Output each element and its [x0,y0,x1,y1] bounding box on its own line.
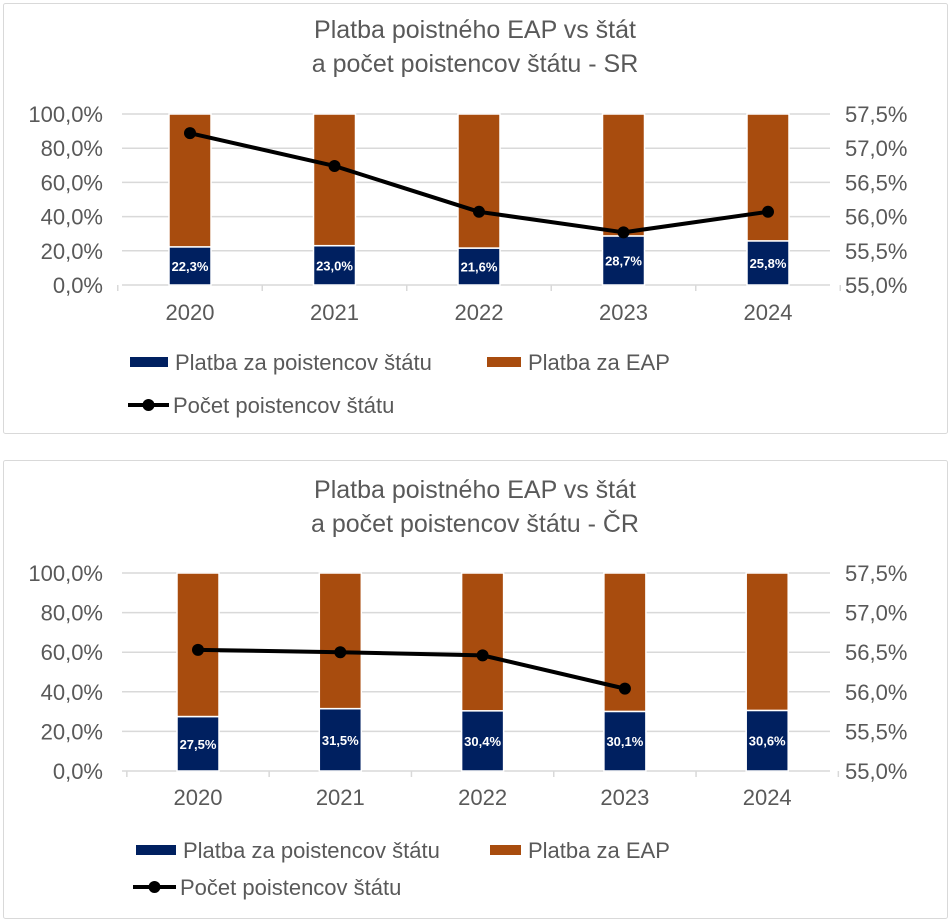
line-point [328,159,341,172]
legend-swatch-marker [142,399,155,411]
y2-axis-tick-label: 56,5% [845,170,907,195]
bar-data-label: 23,0% [316,258,353,273]
y2-axis-tick-label: 57,5% [845,102,907,127]
bar-data-label: 25,8% [750,256,787,271]
chart-title-line: a počet poistencov štátu - SR [312,50,639,78]
legend-label: Platba za EAP [528,350,670,375]
y2-axis-tick-label: 56,5% [845,640,907,665]
y2-axis-tick-label: 55,0% [845,273,907,298]
y2-axis-tick-label: 56,0% [845,680,907,705]
y2-axis-tick-label: 57,0% [845,136,907,161]
legend: Platba za poistencov štátu Platba za EAP P… [128,350,670,418]
y-axis-tick-label: 20,0% [41,239,103,264]
bar-data-label: 28,7% [605,253,642,268]
y2-axis-tick-label: 55,5% [845,239,907,264]
line-point [476,649,489,662]
bar-state-2021 [318,707,363,772]
y-axis-tick-label: 80,0% [41,136,103,161]
x-axis-tick-label: 2020 [174,785,223,810]
bar-eap-2021 [318,572,363,710]
bar-data-label: 27,5% [180,737,217,752]
legend-swatch-eap [490,845,521,855]
bar-data-label: 30,6% [749,734,786,749]
legend-swatch-eap [487,357,521,367]
line-point [618,682,631,695]
chart-title-line: Platba poistného EAP vs štát [314,16,636,44]
bar-state-2021 [312,244,357,286]
y2-axis-tick-label: 57,0% [845,601,907,626]
x-axis-tick-label: 2020 [166,300,215,325]
legend-swatch-marker [148,881,161,893]
chart-title-line: a počet poistencov štátu - ČR [311,509,639,538]
bar-eap-2021 [312,113,357,247]
bar-data-label: 30,4% [464,734,501,749]
x-axis-tick-label: 2024 [743,785,792,810]
y2-axis-tick-label: 55,0% [845,759,907,784]
x-axis-tick-label: 2023 [600,785,649,810]
bar-eap-2023 [601,113,646,237]
y-axis-tick-label: 0,0% [53,273,103,298]
y-axis-tick-label: 80,0% [41,601,103,626]
line-series [197,647,626,691]
y-axis-tick-label: 40,0% [41,205,103,230]
y-axis-tick-label: 0,0% [53,759,103,784]
y-axis-tick-label: 60,0% [41,170,103,195]
legend: Platba za poistencov štátu Platba za EAP P… [133,838,670,900]
bar-eap-2022 [457,113,501,249]
bar-state-2020 [168,246,212,286]
bar-data-label: 21,6% [461,260,498,275]
bar-state-2020 [176,715,220,772]
bar-eap-2024 [746,113,790,242]
x-axis-tick-label: 2021 [310,300,359,325]
x-axis-tick-label: 2022 [458,785,507,810]
bar-eap-2024 [745,572,789,712]
x-axis-tick-label: 2023 [599,300,648,325]
bar-state-2023 [601,235,646,286]
legend-label: Počet poistencov štátu [180,875,401,900]
line-point [334,646,347,659]
bar-state-2022 [457,247,501,286]
y2-axis-tick-label: 56,0% [845,205,907,230]
legend-swatch-state [136,845,176,855]
bar-state-2022 [460,710,505,772]
legend-label: Platba za EAP [528,838,670,863]
y-axis-tick-label: 20,0% [41,719,103,744]
bar-eap-2022 [460,572,505,712]
line-point [184,127,196,140]
x-axis-tick-label: 2024 [744,300,793,325]
bar-state-2024 [745,709,789,772]
legend-label: Platba za poistencov štátu [175,350,432,375]
y2-axis-tick-label: 57,5% [845,561,907,586]
chart-1: Platba poistného EAP vs štát a počet pois… [3,3,948,434]
line-point [473,205,485,218]
legend-label: Počet poistencov štátu [173,393,394,418]
bar-state-2024 [746,240,790,286]
y-axis-tick-label: 40,0% [41,680,103,705]
line-point [762,205,774,218]
bar-data-label: 30,1% [606,734,643,749]
legend-label: Platba za poistencov štátu [183,838,440,863]
legend-swatch-state [130,357,168,367]
bar-data-label: 22,3% [172,259,209,274]
chart-title-line: Platba poistného EAP vs štát [314,476,636,504]
x-axis-tick-label: 2021 [316,785,365,810]
y-axis-tick-label: 100,0% [28,102,103,127]
x-axis-tick-label: 2022 [455,300,504,325]
y-axis-tick-label: 60,0% [41,640,103,665]
y2-axis-tick-label: 55,5% [845,719,907,744]
chart-2: Platba poistného EAP vs štát a počet pois… [3,460,948,919]
y-axis-tick-label: 100,0% [28,561,103,586]
line-point [617,226,630,239]
bar-data-label: 31,5% [322,733,359,748]
line-point [192,643,204,656]
